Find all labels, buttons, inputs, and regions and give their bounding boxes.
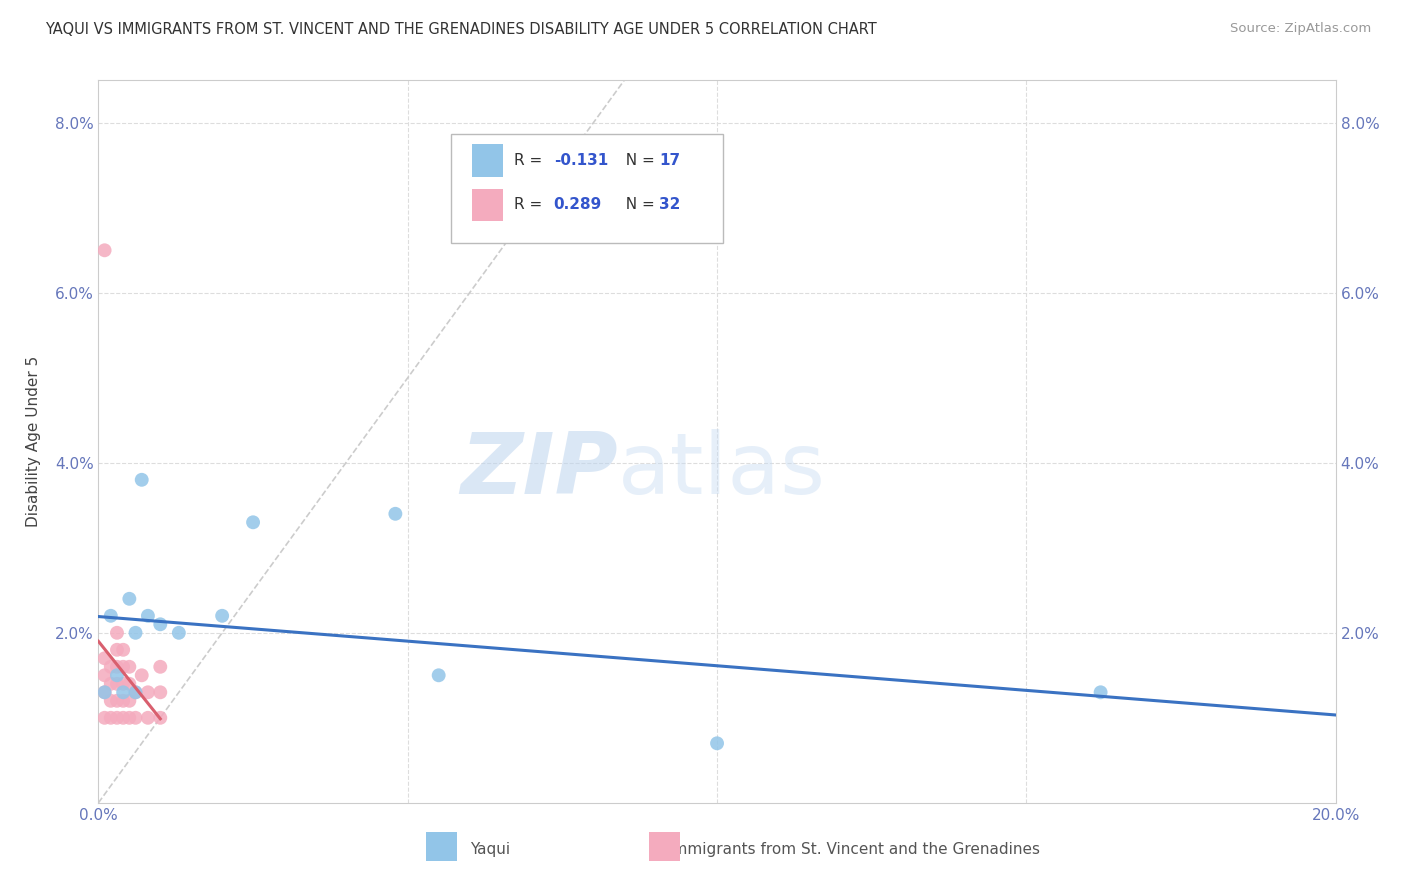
Point <box>242 516 264 530</box>
Point <box>100 677 122 691</box>
Point <box>105 694 128 708</box>
Point <box>93 244 115 258</box>
Bar <box>650 831 681 861</box>
Point <box>93 668 115 682</box>
Point <box>100 694 122 708</box>
Point <box>100 660 122 674</box>
Point <box>118 677 141 691</box>
Text: N =: N = <box>616 197 659 212</box>
Point <box>1090 685 1112 699</box>
Point <box>118 660 141 674</box>
Point <box>706 736 728 750</box>
Point <box>112 642 135 657</box>
Point <box>136 685 159 699</box>
Text: ZIP: ZIP <box>460 429 619 512</box>
Y-axis label: Disability Age Under 5: Disability Age Under 5 <box>25 356 41 527</box>
Point <box>124 685 146 699</box>
Point <box>112 677 135 691</box>
Point <box>112 711 135 725</box>
Bar <box>426 831 457 861</box>
Text: N =: N = <box>616 153 659 168</box>
Text: Immigrants from St. Vincent and the Grenadines: Immigrants from St. Vincent and the Gren… <box>668 842 1039 857</box>
Point <box>118 711 141 725</box>
Text: 0.289: 0.289 <box>554 197 602 212</box>
Point <box>149 685 172 699</box>
Point <box>136 608 159 623</box>
Point <box>105 660 128 674</box>
Point <box>124 685 146 699</box>
Point <box>112 685 135 699</box>
Point <box>93 651 115 665</box>
Point <box>131 473 153 487</box>
Point <box>124 711 146 725</box>
Point <box>105 677 128 691</box>
Point <box>105 625 128 640</box>
Point <box>105 668 128 682</box>
Point <box>93 685 115 699</box>
Point <box>100 711 122 725</box>
Text: 17: 17 <box>659 153 681 168</box>
Text: R =: R = <box>515 197 547 212</box>
Point <box>118 694 141 708</box>
Point <box>149 617 172 632</box>
Point <box>105 711 128 725</box>
Point <box>118 591 141 606</box>
Text: Yaqui: Yaqui <box>470 842 510 857</box>
Point <box>93 685 115 699</box>
Point <box>124 625 146 640</box>
Text: Source: ZipAtlas.com: Source: ZipAtlas.com <box>1230 22 1371 36</box>
Point <box>105 642 128 657</box>
Bar <box>472 188 503 221</box>
FancyBboxPatch shape <box>451 135 723 243</box>
Point <box>112 694 135 708</box>
Point <box>93 711 115 725</box>
Point <box>149 660 172 674</box>
Text: R =: R = <box>515 153 547 168</box>
Text: YAQUI VS IMMIGRANTS FROM ST. VINCENT AND THE GRENADINES DISABILITY AGE UNDER 5 C: YAQUI VS IMMIGRANTS FROM ST. VINCENT AND… <box>45 22 877 37</box>
Point <box>211 608 233 623</box>
Point <box>112 660 135 674</box>
Point <box>167 625 190 640</box>
Point <box>427 668 450 682</box>
Point <box>149 711 172 725</box>
Text: 32: 32 <box>659 197 681 212</box>
Point <box>131 668 153 682</box>
Text: -0.131: -0.131 <box>554 153 607 168</box>
Text: atlas: atlas <box>619 429 827 512</box>
Point <box>136 711 159 725</box>
Point <box>100 608 122 623</box>
Point <box>384 507 406 521</box>
Bar <box>472 144 503 177</box>
